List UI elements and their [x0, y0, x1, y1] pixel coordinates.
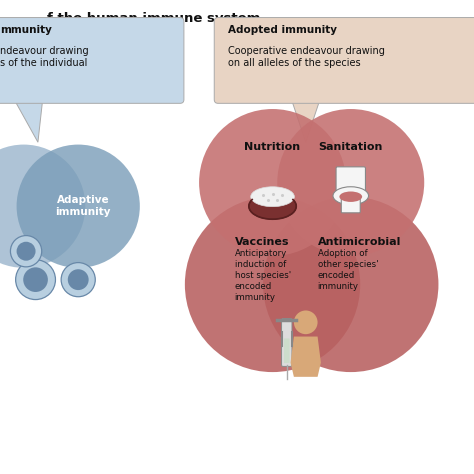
- Circle shape: [263, 197, 438, 372]
- Text: Anticipatory
induction of
host species'
encoded
immunity: Anticipatory induction of host species' …: [235, 249, 291, 302]
- FancyBboxPatch shape: [341, 198, 360, 213]
- FancyBboxPatch shape: [0, 18, 184, 103]
- Ellipse shape: [333, 187, 368, 205]
- Circle shape: [199, 109, 346, 256]
- Text: ndeavour drawing
s of the individual: ndeavour drawing s of the individual: [0, 46, 89, 68]
- Text: Antimicrobial: Antimicrobial: [318, 237, 401, 247]
- Circle shape: [61, 263, 95, 297]
- Text: Adoption of
other species'
encoded
immunity: Adoption of other species' encoded immun…: [318, 249, 378, 291]
- Ellipse shape: [339, 191, 362, 202]
- Text: Cooperative endeavour drawing
on all alleles of the species: Cooperative endeavour drawing on all all…: [228, 46, 384, 68]
- Text: f the human immune system: f the human immune system: [47, 12, 261, 25]
- Circle shape: [17, 145, 140, 268]
- Text: Sanitation: Sanitation: [319, 142, 383, 152]
- FancyBboxPatch shape: [282, 319, 292, 366]
- Text: Vaccines: Vaccines: [235, 237, 289, 247]
- Polygon shape: [291, 337, 321, 377]
- Text: Adaptive
immunity: Adaptive immunity: [55, 195, 111, 218]
- FancyBboxPatch shape: [284, 338, 290, 363]
- FancyBboxPatch shape: [214, 18, 474, 103]
- Circle shape: [17, 242, 36, 261]
- Ellipse shape: [251, 187, 294, 207]
- Circle shape: [294, 310, 318, 334]
- Circle shape: [68, 269, 89, 290]
- Polygon shape: [292, 100, 320, 142]
- Text: Adopted immunity: Adopted immunity: [228, 25, 337, 35]
- Circle shape: [0, 145, 85, 268]
- FancyBboxPatch shape: [336, 167, 365, 191]
- Circle shape: [10, 236, 42, 267]
- Text: Nutrition: Nutrition: [245, 142, 301, 152]
- Ellipse shape: [249, 193, 296, 219]
- Circle shape: [23, 267, 48, 292]
- Circle shape: [277, 109, 424, 256]
- Circle shape: [185, 197, 360, 372]
- Polygon shape: [14, 100, 43, 142]
- Circle shape: [16, 260, 55, 300]
- Text: mmunity: mmunity: [0, 25, 52, 35]
